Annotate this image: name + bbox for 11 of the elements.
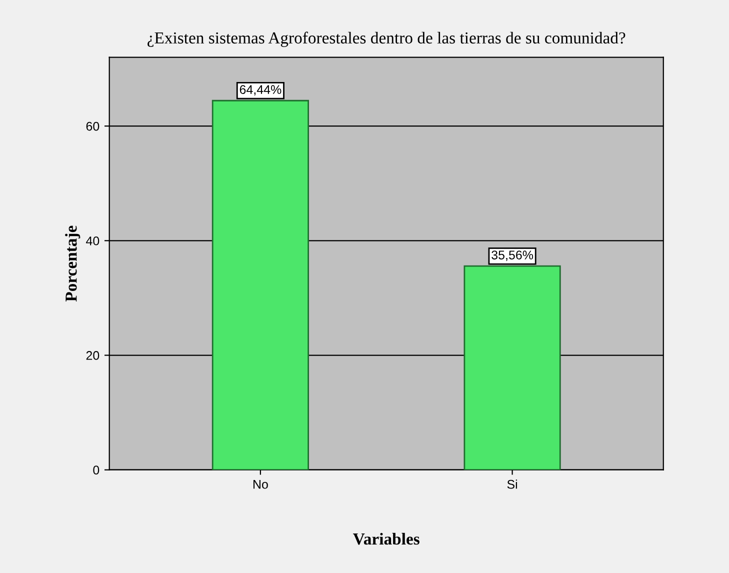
data-label: 35,56% — [492, 250, 534, 261]
x-tick-label: No — [253, 480, 268, 489]
data-label: 64,44% — [240, 85, 282, 96]
y-axis-title: Porcentaje — [65, 226, 80, 302]
chart-title: ¿Existen sistemas Agroforestales dentro de las tierras de su comunidad? — [148, 32, 626, 48]
y-tick-label: 20 — [86, 351, 100, 360]
x-axis-title: Variables — [353, 532, 420, 545]
y-tick-label: 60 — [86, 122, 100, 131]
y-tick-label: 0 — [93, 466, 100, 475]
x-tick-label: Si — [507, 480, 518, 489]
y-tick-label: 40 — [86, 236, 100, 246]
